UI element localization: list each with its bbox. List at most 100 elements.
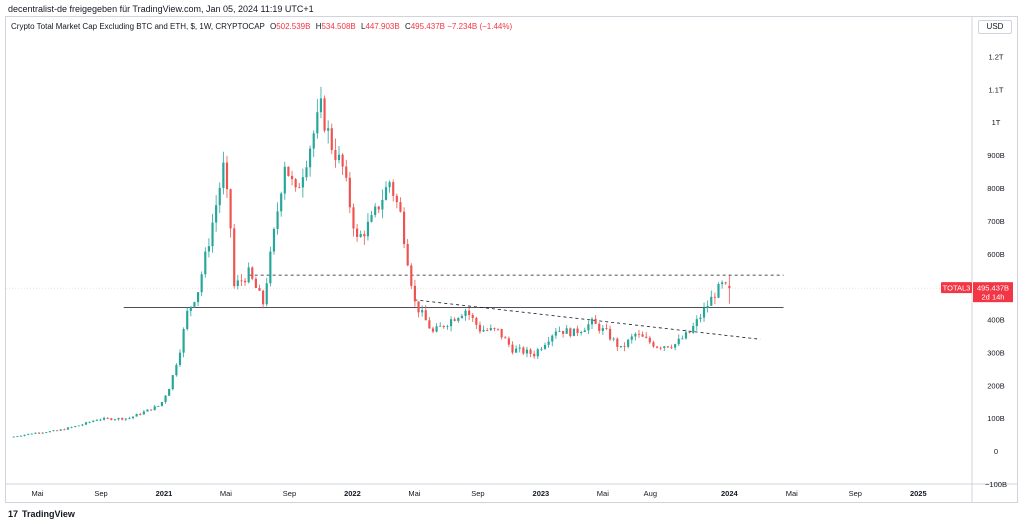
- candle-body: [222, 162, 225, 188]
- candle-body: [215, 205, 218, 223]
- y-tick-label: 800B: [987, 184, 1005, 193]
- candle-body: [135, 413, 138, 417]
- candle-body: [345, 166, 348, 178]
- legend-close-value: 495.437B: [410, 22, 445, 31]
- y-tick-label: 0: [994, 447, 998, 456]
- candle-body: [56, 430, 59, 432]
- candle-body: [110, 418, 113, 420]
- candle-body: [587, 324, 590, 331]
- y-tick-label: 1.1T: [988, 85, 1003, 94]
- y-tick-label: 1.2T: [988, 52, 1003, 61]
- candle-body: [236, 280, 239, 287]
- candle-body: [309, 148, 312, 168]
- candle-body: [251, 267, 254, 279]
- y-tick-label: 700B: [987, 217, 1005, 226]
- candle-body: [153, 406, 156, 411]
- candle-body: [330, 128, 333, 151]
- candle-body: [106, 417, 109, 419]
- candle-body: [312, 133, 315, 149]
- candle-body: [305, 167, 308, 178]
- candle-body: [659, 347, 662, 349]
- x-tick-label: Sep: [471, 489, 484, 498]
- candle-body: [294, 179, 297, 188]
- chart-legend: Crypto Total Market Cap Excluding BTC an…: [11, 22, 512, 31]
- candle-body: [551, 335, 554, 342]
- candle-body: [193, 302, 196, 307]
- candle-body: [175, 364, 178, 376]
- candle-body: [74, 426, 77, 428]
- candle-body: [327, 128, 330, 131]
- candle-body: [149, 409, 153, 411]
- candle-body: [449, 319, 453, 327]
- candle-body: [460, 315, 463, 319]
- candle-body: [569, 328, 572, 337]
- x-tick-label: Sep: [849, 489, 862, 498]
- candle-body: [439, 325, 442, 327]
- legend-title: Crypto Total Market Cap Excluding BTC an…: [11, 22, 265, 31]
- candle-body: [81, 424, 84, 426]
- candle-body: [475, 317, 478, 325]
- candle-body: [655, 346, 659, 348]
- candle-body: [630, 336, 633, 340]
- x-tick-label: Mai: [597, 489, 609, 498]
- candle-body: [124, 418, 127, 420]
- candle-body: [207, 246, 210, 252]
- candle-body: [178, 352, 182, 365]
- brand-name: TradingView: [22, 509, 75, 519]
- candle-body: [525, 349, 529, 354]
- candle-body: [670, 347, 673, 349]
- candle-body: [562, 330, 565, 334]
- candle-body: [142, 411, 145, 415]
- currency-button[interactable]: USD: [978, 20, 1012, 34]
- candle-body: [88, 421, 91, 423]
- candle-body: [164, 395, 167, 402]
- candle-body: [265, 283, 268, 305]
- legend-high-value: 534.508B: [321, 22, 356, 31]
- candle-body: [674, 344, 677, 348]
- candle-body: [301, 177, 304, 188]
- candle-body: [168, 389, 171, 396]
- candle-body: [95, 419, 98, 421]
- candle-body: [616, 338, 619, 347]
- candle-body: [399, 202, 402, 212]
- candle-body: [583, 330, 586, 333]
- candle-body: [77, 425, 80, 427]
- candle-body: [37, 432, 41, 434]
- candle-body: [99, 419, 102, 421]
- candle-body: [63, 429, 66, 431]
- candle-body: [713, 296, 716, 298]
- candle-body: [384, 187, 388, 200]
- candle-body: [623, 345, 626, 347]
- candle-body: [471, 315, 474, 318]
- candle-body: [446, 326, 449, 328]
- candle-body: [684, 332, 688, 339]
- candle-body: [688, 332, 691, 334]
- candle-body: [272, 229, 276, 252]
- candle-body: [316, 112, 319, 134]
- candle-body: [663, 346, 666, 348]
- candle-body: [565, 328, 568, 334]
- candle-body: [196, 292, 200, 303]
- candle-body: [417, 301, 420, 313]
- candle-body: [359, 234, 362, 238]
- candle-body: [627, 339, 630, 347]
- candle-body: [363, 234, 366, 237]
- candle-body: [594, 318, 597, 324]
- candle-body: [677, 338, 680, 345]
- candle-body: [724, 282, 727, 284]
- candle-body: [641, 334, 644, 337]
- candle-body: [406, 244, 409, 266]
- candle-body: [182, 329, 185, 353]
- candle-body: [431, 328, 435, 332]
- candle-body: [601, 328, 604, 331]
- legend-open-key: O: [269, 22, 277, 31]
- candle-body: [19, 435, 23, 437]
- candle-body: [500, 328, 503, 338]
- x-tick-label: Mai: [408, 489, 420, 498]
- trend-line: [414, 299, 761, 340]
- candle-body: [276, 211, 279, 230]
- candle-body: [728, 285, 731, 289]
- price-tag-countdown: 2d 14h: [982, 293, 1005, 302]
- candle-body: [695, 319, 698, 327]
